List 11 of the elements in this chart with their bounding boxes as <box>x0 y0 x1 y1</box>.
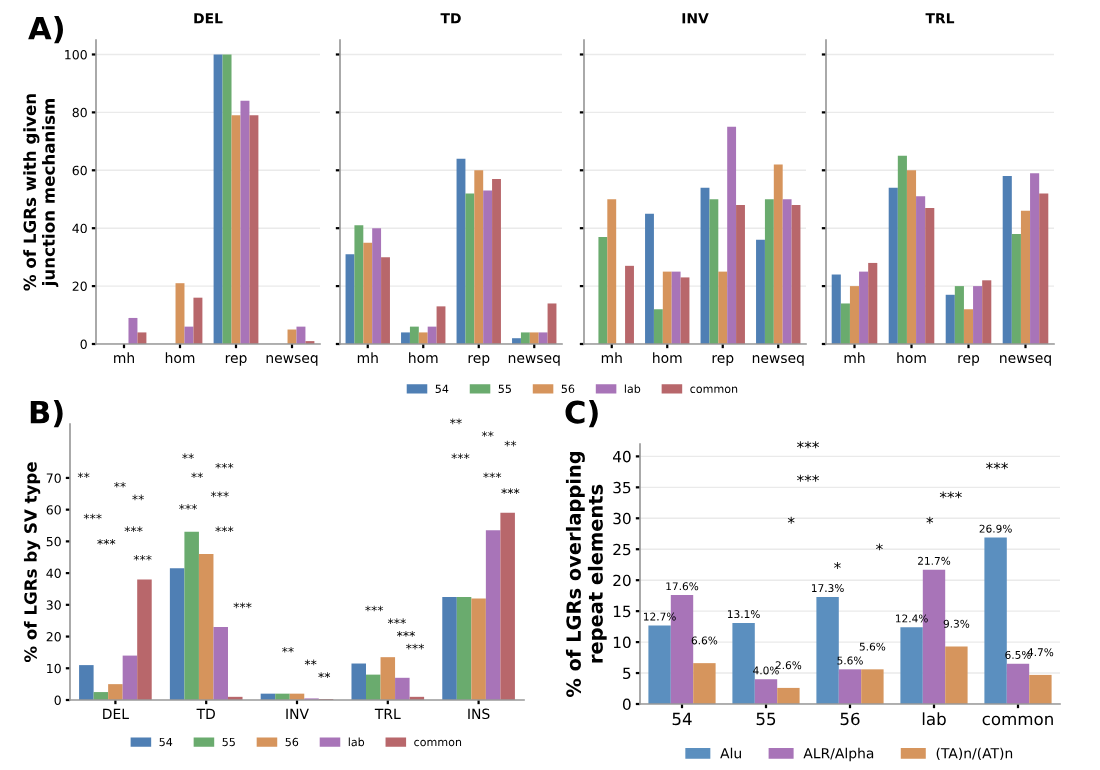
y-axis-title: % of LGRs by SV type <box>23 462 41 663</box>
x-tick-label: 55 <box>756 712 776 726</box>
text: C) <box>565 400 598 428</box>
x-tick-label: 54 <box>672 712 692 726</box>
text: A) <box>28 16 63 44</box>
x-tick-label: lab <box>922 712 946 726</box>
y-axis-title: % of LGRs overlapping repeat elements <box>565 451 607 698</box>
y-axis-title: % of LGRs with given junction mechanism <box>23 94 59 291</box>
x-tick-label: 56 <box>840 712 860 726</box>
x-tick-label: common <box>982 715 1053 726</box>
text: B) <box>30 400 63 428</box>
